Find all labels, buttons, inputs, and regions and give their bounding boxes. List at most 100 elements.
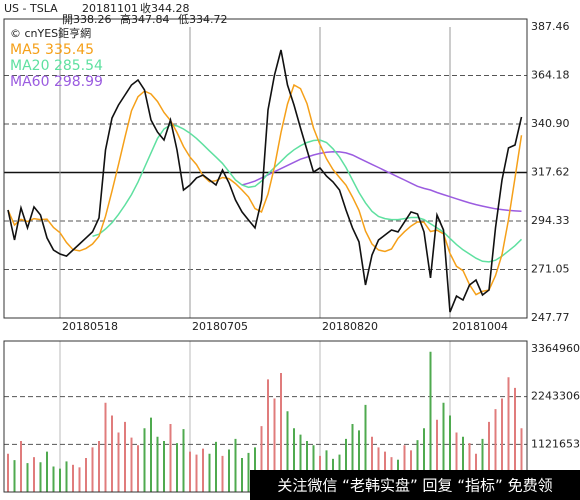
volume-bar — [7, 453, 9, 492]
volume-bar — [20, 441, 22, 492]
price-frame — [3, 18, 528, 319]
quote-value: 344.28 — [151, 2, 190, 15]
volume-bar — [150, 417, 152, 492]
plot-layer: 247.77 271.05 294.33 317.62 340.90 364.18 387.… — [3, 18, 580, 500]
y-tick-label: 294.33 — [531, 214, 570, 227]
volume-bar — [364, 404, 367, 492]
volume-bar — [436, 419, 438, 492]
symbol: US - TSLA — [4, 2, 58, 15]
volume-bar — [111, 415, 113, 492]
x-tick-label: 20180820 — [322, 320, 378, 333]
volume-bar — [416, 440, 419, 492]
volume-bar — [345, 438, 347, 492]
volume-bar — [169, 424, 172, 492]
quote-label: 收 — [140, 1, 151, 15]
volume-tick-label: 22433067 — [531, 390, 580, 403]
volume-bar — [488, 421, 490, 492]
volume-bar — [468, 443, 471, 492]
volume-bar — [130, 437, 133, 492]
volume-tick-label: 33649600 — [531, 342, 580, 355]
volume-bar — [182, 429, 185, 492]
quote-label: 低 — [178, 13, 189, 26]
volume-bar — [481, 438, 484, 492]
date: 20181101 — [82, 2, 138, 15]
volume-bar — [26, 463, 29, 492]
volume-bar — [260, 426, 263, 492]
volume-bar — [52, 466, 55, 492]
footer-text: 关注微信 “老韩实盘” 回复 “指标” 免费领 — [277, 477, 552, 495]
x-tick-label: 20180518 — [62, 320, 118, 333]
watermark: © cnYES鉅亨網 — [10, 26, 91, 40]
volume-bar — [195, 454, 198, 492]
quote: 低334.72 — [178, 13, 228, 26]
volume-bar — [299, 434, 302, 492]
legend-value: 335.45 — [45, 42, 94, 58]
volume-bar — [221, 455, 224, 492]
legend-entry: MA5 335.45 — [10, 42, 94, 58]
volume-bar — [33, 457, 35, 492]
quote-value: 338.26 — [73, 13, 112, 26]
volume-bar — [65, 461, 68, 492]
volume-bar — [423, 428, 425, 492]
volume-bar — [377, 447, 380, 492]
volume-bar — [429, 351, 432, 492]
volume-bar — [449, 415, 451, 492]
volume-bar — [143, 428, 146, 492]
x-tick-label: 20181004 — [452, 320, 508, 333]
quote: 收344.28 — [140, 1, 190, 15]
quote: 開338.26 — [62, 13, 112, 26]
legend-entry: MA20 285.54 — [10, 58, 103, 74]
volume-bar — [215, 441, 217, 492]
quote-label: 開 — [62, 13, 73, 26]
volume-bar — [124, 421, 126, 492]
volume-bar — [273, 398, 276, 492]
volume-bar — [46, 451, 48, 492]
volume-bar — [156, 436, 159, 492]
quote-value: 334.72 — [189, 13, 228, 26]
quote-label: 高 — [120, 12, 131, 26]
legend-name: MA5 — [10, 42, 41, 58]
volume-bar — [403, 445, 406, 492]
volume-bar — [78, 467, 81, 492]
volume-bar — [59, 468, 61, 492]
volume-bar — [494, 409, 497, 492]
volume-bar — [358, 430, 360, 492]
quote-value: 347.84 — [131, 13, 170, 26]
volume-bar — [254, 447, 256, 492]
y-tick-label: 317.62 — [531, 165, 570, 178]
volume-bar — [117, 432, 120, 492]
volume-bar — [455, 432, 458, 492]
legend-name: MA60 — [10, 74, 49, 90]
volume-bar — [91, 447, 94, 492]
x-tick-label: 20180705 — [192, 320, 248, 333]
volume-bar — [202, 448, 204, 492]
volume-bar — [208, 453, 211, 492]
volume-bar — [247, 452, 250, 492]
volume-bar — [234, 438, 237, 492]
legend-value: 298.99 — [54, 74, 103, 90]
volume-bar — [351, 424, 354, 492]
volume-bar — [371, 436, 373, 492]
legend-name: MA20 — [10, 58, 49, 74]
volume-bar — [98, 441, 100, 492]
volume-bar — [306, 441, 308, 492]
volume-bar — [39, 462, 42, 492]
ma-line — [92, 124, 523, 263]
volume-bar — [501, 398, 503, 492]
volume-bar — [293, 428, 295, 492]
volume-bar — [514, 387, 516, 492]
legend-value: 285.54 — [54, 58, 103, 74]
volume-bar — [163, 441, 165, 492]
volume-bar — [104, 402, 107, 492]
volume-bar — [176, 443, 178, 492]
volume-bar — [189, 451, 191, 492]
y-tick-label: 364.18 — [531, 68, 570, 81]
volume-bar — [228, 449, 230, 492]
volume-bar — [267, 379, 269, 492]
price-line — [7, 49, 523, 313]
volume-bar — [520, 428, 523, 492]
volume-bar — [13, 460, 16, 492]
volume-bar — [241, 458, 243, 492]
